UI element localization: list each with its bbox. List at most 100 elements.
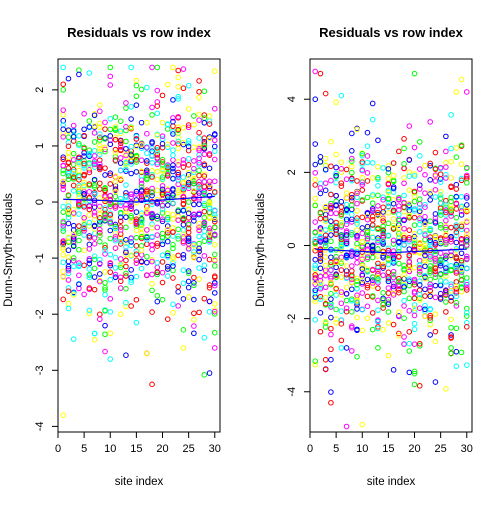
left-point: [81, 222, 87, 228]
right-point: [364, 129, 371, 136]
left-point: [170, 254, 176, 260]
right-point: [380, 218, 386, 224]
right-point: [380, 204, 386, 211]
left-point: [91, 190, 98, 197]
right-point: [364, 210, 371, 217]
right-point: [458, 161, 465, 167]
right-point: [411, 222, 418, 228]
left-point: [91, 256, 98, 263]
left-point: [170, 64, 176, 71]
left-point: [81, 126, 87, 133]
left-point: [112, 199, 119, 206]
right-point: [427, 315, 433, 321]
left-point: [191, 251, 197, 258]
left-point: [185, 143, 192, 150]
left-point: [107, 227, 114, 234]
right-point: [411, 368, 418, 375]
left-point: [159, 186, 166, 193]
right-point: [416, 182, 423, 188]
left-point: [164, 223, 171, 229]
left-point: [149, 153, 155, 160]
right-point: [375, 285, 381, 292]
right-point: [396, 275, 402, 282]
right-point: [338, 212, 345, 219]
left-point: [138, 188, 145, 194]
right-point: [448, 145, 454, 152]
right-point: [416, 340, 423, 347]
right-point: [443, 209, 449, 216]
left-point: [128, 161, 134, 167]
left-point: [133, 157, 140, 163]
right-point: [312, 202, 319, 209]
left-point: [76, 133, 82, 139]
left-point: [133, 153, 140, 160]
left-point: [164, 216, 171, 223]
left-point: [170, 200, 176, 206]
left-point: [196, 233, 202, 240]
right-point: [411, 276, 418, 283]
left-point: [154, 292, 161, 299]
left-point: [154, 168, 161, 175]
left-point: [211, 156, 218, 163]
right-point: [427, 189, 433, 195]
right-point: [437, 189, 444, 195]
right-point: [463, 227, 470, 234]
right-point: [406, 157, 413, 163]
right-point: [375, 226, 381, 233]
left-point: [164, 187, 171, 194]
left-point: [65, 160, 72, 166]
left-point: [70, 231, 77, 237]
right-point: [416, 278, 423, 284]
right-point: [416, 271, 423, 278]
right-point: [317, 190, 324, 197]
right-point: [416, 282, 423, 288]
right-point: [443, 252, 449, 259]
right-point: [359, 230, 366, 237]
left-point: [86, 307, 93, 314]
right-point: [349, 263, 355, 269]
left-point: [128, 199, 134, 206]
right-point: [343, 232, 350, 238]
left-point: [196, 211, 202, 218]
left-point: [159, 269, 166, 276]
right-point: [385, 187, 392, 194]
left-point: [133, 234, 140, 241]
left-point: [112, 236, 119, 242]
right-point: [359, 266, 366, 272]
left-point: [154, 64, 161, 71]
left-point: [81, 247, 87, 254]
left-point: [175, 303, 181, 309]
right-chart-title: Residuals vs row index: [319, 25, 464, 40]
left-point: [102, 185, 108, 191]
right-point: [416, 262, 423, 268]
left-point: [133, 260, 140, 266]
right-point: [364, 266, 371, 273]
right-point: [463, 231, 470, 237]
right-point: [312, 236, 319, 242]
right-point: [411, 230, 418, 237]
left-point: [138, 258, 145, 265]
right-point: [463, 193, 470, 199]
right-point: [312, 195, 319, 202]
left-point: [185, 140, 192, 147]
left-point: [201, 208, 208, 215]
right-point: [354, 259, 360, 266]
left-point: [112, 179, 119, 185]
right-point: [375, 263, 381, 270]
right-x-ticks: 0 5 10 15 20 25 30: [307, 432, 473, 455]
left-point: [107, 212, 114, 218]
right-point: [369, 234, 376, 241]
right-point: [364, 216, 371, 223]
right-point: [453, 206, 460, 212]
left-point: [76, 161, 82, 167]
right-point: [427, 312, 433, 319]
right-point: [416, 217, 423, 223]
right-point: [343, 297, 350, 304]
left-point: [196, 184, 202, 191]
right-point: [401, 315, 407, 321]
right-point: [349, 206, 355, 213]
right-point: [437, 239, 444, 246]
left-point: [133, 93, 140, 100]
right-point: [448, 316, 454, 323]
left-point: [196, 224, 202, 231]
